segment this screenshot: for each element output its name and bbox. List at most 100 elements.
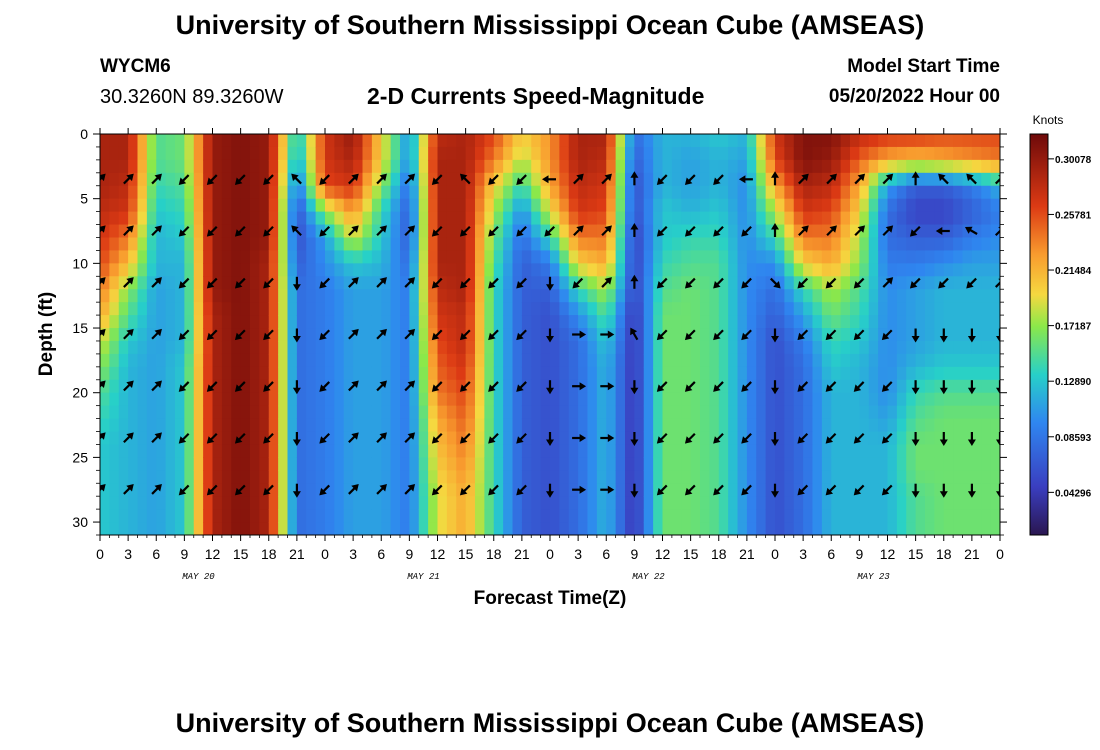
heatmap-cell xyxy=(259,146,270,161)
heatmap-cell xyxy=(803,315,814,329)
heatmap-cell xyxy=(775,159,785,174)
heatmap-cell xyxy=(296,444,307,458)
current-arrow xyxy=(600,382,615,391)
heatmap-cell xyxy=(353,457,364,471)
heatmap-cell xyxy=(212,159,223,174)
heatmap-cell xyxy=(446,263,457,277)
heatmap-cell xyxy=(934,444,945,458)
heatmap-cell xyxy=(587,172,598,187)
x-day-label: MAY 23 xyxy=(857,572,890,582)
heatmap-cell xyxy=(100,366,110,381)
heatmap-cell xyxy=(278,509,289,523)
heatmap-cell xyxy=(756,418,767,433)
heatmap-cell xyxy=(718,315,729,329)
heatmap-cell xyxy=(325,263,335,277)
heatmap-cell xyxy=(925,509,935,523)
heatmap-cell xyxy=(906,522,917,535)
heatmap-cell xyxy=(981,237,992,252)
heatmap-cell xyxy=(578,405,589,420)
heatmap-cell xyxy=(925,379,935,394)
heatmap-cell xyxy=(690,276,701,290)
heatmap-cell xyxy=(353,146,364,161)
heatmap-cell xyxy=(540,134,551,148)
heatmap-cell xyxy=(278,328,289,342)
heatmap-cell xyxy=(934,366,945,381)
heatmap-cell xyxy=(831,483,842,497)
heatmap-cell xyxy=(700,211,710,226)
heatmap-cell xyxy=(296,159,307,174)
heatmap-cell xyxy=(709,250,720,264)
heatmap-cell xyxy=(953,483,964,497)
heatmap-cell xyxy=(203,496,214,510)
heatmap-cell xyxy=(587,470,598,484)
heatmap-cell xyxy=(990,405,1000,420)
heatmap-cell xyxy=(221,237,232,252)
heatmap-cell xyxy=(709,392,720,407)
heatmap-cell xyxy=(625,379,635,394)
heatmap-cell xyxy=(465,198,476,213)
heatmap-cell xyxy=(353,379,364,394)
heatmap-cell xyxy=(625,237,635,252)
heatmap-cell xyxy=(840,172,851,187)
heatmap-cell xyxy=(306,340,317,355)
heatmap-cell xyxy=(503,185,514,200)
heatmap-cell xyxy=(531,315,542,329)
heatmap-cell xyxy=(296,198,307,213)
heatmap-cell xyxy=(850,522,860,535)
heatmap-cell xyxy=(568,172,579,187)
heatmap-cell xyxy=(634,496,645,510)
heatmap-cell xyxy=(943,509,954,523)
heatmap-cell xyxy=(240,134,251,148)
heatmap-cell xyxy=(353,172,364,187)
heatmap-cell xyxy=(531,250,542,264)
heatmap-cell xyxy=(512,431,523,446)
heatmap-cell xyxy=(568,366,579,381)
heatmap-cell xyxy=(943,185,954,200)
x-day-label: MAY 22 xyxy=(632,572,665,582)
current-arrow xyxy=(178,381,190,392)
heatmap-cell xyxy=(296,289,307,303)
heatmap-cell xyxy=(109,444,120,458)
x-tick-label: 9 xyxy=(180,546,188,562)
heatmap-cell xyxy=(943,172,954,187)
heatmap-cell xyxy=(821,315,832,329)
heatmap-cell xyxy=(653,340,664,355)
heatmap-cell xyxy=(325,496,335,510)
heatmap-cell xyxy=(709,496,720,510)
heatmap-cell xyxy=(400,483,410,497)
heatmap-cell xyxy=(859,496,870,510)
heatmap-cell xyxy=(718,457,729,471)
heatmap-cell xyxy=(128,159,139,174)
heatmap-cell xyxy=(756,340,767,355)
heatmap-cell xyxy=(615,509,626,523)
heatmap-cell xyxy=(203,250,214,264)
heatmap-cell xyxy=(775,276,785,290)
heatmap-cell xyxy=(737,185,748,200)
heatmap-cell xyxy=(531,444,542,458)
heatmap-cell xyxy=(746,405,757,420)
heatmap-cell xyxy=(718,237,729,252)
heatmap-cell xyxy=(100,159,110,174)
heatmap-cell xyxy=(671,328,682,342)
heatmap-cell xyxy=(212,379,223,394)
heatmap-cell xyxy=(643,340,654,355)
heatmap-cell xyxy=(268,431,279,446)
heatmap-cell xyxy=(812,418,823,433)
heatmap-cell xyxy=(587,366,598,381)
heatmap-cell xyxy=(475,431,485,446)
heatmap-cell xyxy=(306,509,317,523)
heatmap-cell xyxy=(793,457,804,471)
heatmap-cell xyxy=(315,457,326,471)
heatmap-cell xyxy=(325,431,335,446)
heatmap-cell xyxy=(334,522,345,535)
heatmap-cell xyxy=(606,134,617,148)
current-arrow xyxy=(404,328,416,340)
heatmap-cell xyxy=(925,328,935,342)
heatmap-cell xyxy=(193,353,204,368)
heatmap-cell xyxy=(896,509,907,523)
heatmap-cell xyxy=(887,302,898,316)
heatmap-cell xyxy=(250,276,260,290)
heatmap-cell xyxy=(193,172,204,187)
heatmap-cell xyxy=(643,315,654,329)
heatmap-cell xyxy=(840,224,851,239)
